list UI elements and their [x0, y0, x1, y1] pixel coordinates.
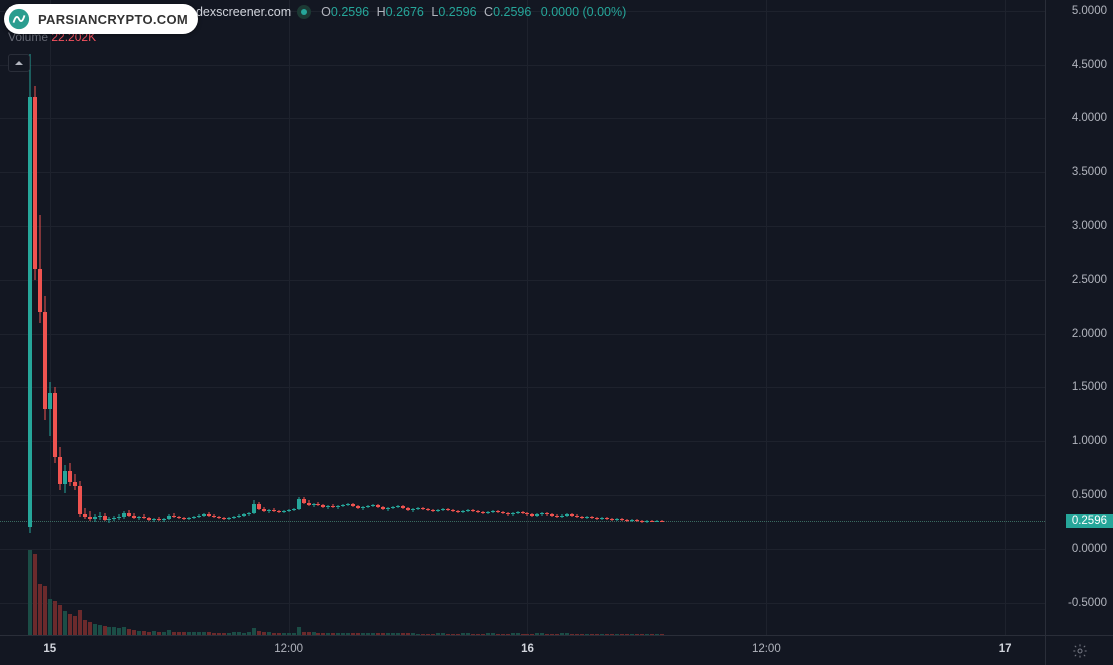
volume-bar [28, 550, 32, 635]
volume-bar [252, 628, 256, 635]
volume-bar [107, 627, 111, 636]
gridline-vertical [50, 0, 51, 635]
price-axis[interactable]: 5.00004.50004.00003.50003.00002.50002.00… [1045, 0, 1113, 635]
volume-bar [73, 616, 77, 635]
volume-bar [112, 627, 116, 635]
x-axis-tick: 12:00 [752, 643, 781, 655]
y-axis-tick: 4.5000 [1072, 59, 1107, 71]
y-axis-tick: 3.0000 [1072, 220, 1107, 232]
y-axis-tick: 4.0000 [1072, 112, 1107, 124]
y-axis-tick: -0.5000 [1068, 597, 1107, 609]
volume-bar [68, 614, 72, 635]
volume-bar [43, 586, 47, 635]
volume-bar [297, 627, 301, 635]
gridline-horizontal [0, 549, 1045, 550]
x-axis-tick: 12:00 [274, 643, 303, 655]
volume-bar [117, 628, 121, 635]
gridline-horizontal [0, 118, 1045, 119]
volume-bar [103, 626, 107, 635]
y-axis-tick: 0.0000 [1072, 543, 1107, 555]
ohlc-close: 0.2596 [493, 5, 531, 19]
x-axis-tick: 15 [43, 643, 56, 655]
chevron-up-icon [14, 58, 24, 68]
volume-bar [33, 554, 37, 635]
volume-bar [83, 620, 87, 635]
gridline-vertical [766, 0, 767, 635]
site-watermark: PARSIANCRYPTO.COM [4, 4, 198, 34]
gridline-vertical [527, 0, 528, 635]
y-axis-tick: 2.0000 [1072, 328, 1107, 340]
gridline-vertical [1005, 0, 1006, 635]
gridline-horizontal [0, 441, 1045, 442]
gear-icon [1072, 643, 1088, 659]
y-axis-tick: 0.5000 [1072, 489, 1107, 501]
volume-bar [58, 605, 62, 635]
ohlc-open: 0.2596 [331, 5, 369, 19]
ohlc-low: 0.2596 [438, 5, 476, 19]
chart-plot-area[interactable] [0, 0, 1045, 635]
site-label: dexscreener.com [196, 5, 291, 19]
last-price-line [0, 521, 1045, 522]
volume-bar [122, 627, 126, 636]
gridline-horizontal [0, 495, 1045, 496]
ohlc-change: 0.0000 (0.00%) [541, 5, 626, 19]
gridline-horizontal [0, 172, 1045, 173]
y-axis-tick: 1.5000 [1072, 381, 1107, 393]
time-axis[interactable]: 15 12:00 16 12:00 17 [0, 635, 1045, 665]
watermark-logo-icon [6, 6, 32, 32]
y-axis-tick: 3.5000 [1072, 166, 1107, 178]
chart-container: LIBRA/USDC on Meteora · 15 · dexscreener… [0, 0, 1113, 665]
y-axis-tick: 2.5000 [1072, 274, 1107, 286]
volume-bar [63, 611, 67, 635]
volume-bar [53, 601, 57, 635]
gridline-horizontal [0, 387, 1045, 388]
volume-bar [38, 584, 42, 635]
y-axis-tick: 1.0000 [1072, 435, 1107, 447]
volume-bar [78, 610, 82, 636]
gridline-vertical [289, 0, 290, 635]
volume-bar [98, 625, 102, 635]
gridline-horizontal [0, 280, 1045, 281]
volume-bar [93, 624, 97, 635]
watermark-text: PARSIANCRYPTO.COM [38, 12, 188, 27]
last-price-badge: 0.2596 [1066, 514, 1113, 528]
gridline-horizontal [0, 334, 1045, 335]
ohlc-high: 0.2676 [386, 5, 424, 19]
volume-bar [48, 599, 52, 635]
x-axis-tick: 17 [999, 643, 1012, 655]
chart-settings-button[interactable] [1045, 635, 1113, 665]
volume-bar [88, 622, 92, 635]
gridline-horizontal [0, 226, 1045, 227]
gridline-horizontal [0, 603, 1045, 604]
x-axis-tick: 16 [521, 643, 534, 655]
gridline-horizontal [0, 65, 1045, 66]
collapse-indicator-button[interactable] [8, 54, 30, 72]
ohlc-readout: O0.2596 H0.2676 L0.2596 C0.2596 0.0000 (… [317, 5, 626, 19]
status-dot-icon [297, 5, 311, 19]
